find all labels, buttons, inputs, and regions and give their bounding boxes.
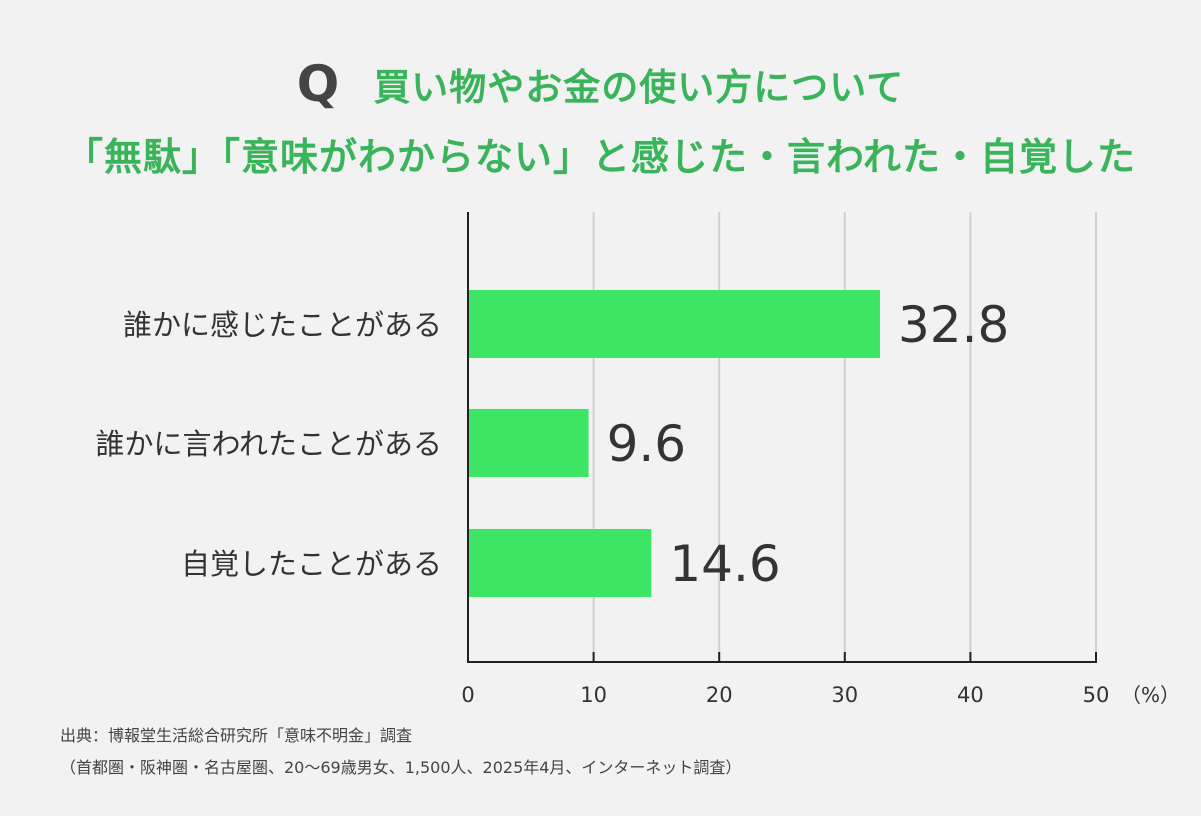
bar-2: [468, 409, 589, 477]
category-label-1: 誰かに感じたことがある: [123, 308, 442, 342]
category-label-3: 自覚したことがある: [181, 547, 442, 581]
x-unit-label: （%）: [1121, 683, 1180, 707]
chart-title: Q 買い物やお金の使い方について 「無駄」「意味がわからない」と感じた・言われた…: [0, 52, 1201, 181]
survey-details-note: （首都圏・阪神圏・名古屋圏、20〜69歳男女、1,500人、2025年4月、イン…: [60, 758, 742, 777]
value-label-2: 9.6: [607, 415, 687, 473]
value-label-1: 32.8: [898, 296, 1009, 354]
category-label-2: 誰かに言われたことがある: [95, 427, 442, 461]
x-tick-label-50: 50: [1083, 683, 1110, 707]
bar-3: [468, 529, 652, 597]
q-mark: Q: [296, 55, 340, 113]
bar-1: [468, 290, 880, 358]
x-tick-label-40: 40: [957, 683, 984, 707]
title-line-2: 「無駄」「意味がわからない」と感じた・言われた・自覚した: [64, 135, 1137, 179]
value-label-3: 14.6: [669, 535, 780, 593]
x-tick-label-0: 0: [461, 683, 474, 707]
x-tick-label-10: 10: [580, 683, 607, 707]
title-line-1: 買い物やお金の使い方について: [373, 66, 905, 109]
source-note: 出典：博報堂生活総合研究所「意味不明金」調査: [60, 726, 413, 745]
x-tick-label-30: 30: [831, 683, 858, 707]
x-tick-label-20: 20: [706, 683, 733, 707]
